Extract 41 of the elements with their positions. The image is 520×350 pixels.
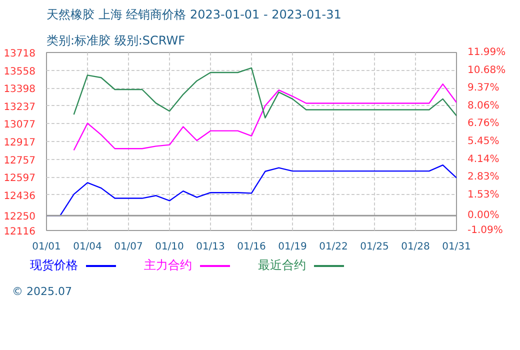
x-tick-label: 01/31 xyxy=(442,242,471,252)
x-tick-label: 01/07 xyxy=(114,242,143,252)
y2-tick-label: 1.53% xyxy=(468,189,500,200)
y-tick-label: 12597 xyxy=(4,173,36,184)
legend-label: 现货价格 xyxy=(30,258,78,272)
y-tick-label: 12436 xyxy=(4,190,36,202)
chart-title: 天然橡胶 上海 经销商价格 2023-01-01 - 2023-01-31 xyxy=(46,8,342,22)
x-tick-label: 01/16 xyxy=(237,242,266,252)
y2-tick-label: 2.83% xyxy=(468,172,500,183)
y-tick-label: 13398 xyxy=(4,84,36,96)
y2-tick-label: 8.06% xyxy=(468,100,500,112)
line-series xyxy=(73,83,456,151)
legend-label: 主力合约 xyxy=(144,258,192,272)
y2-tick-label: 11.99% xyxy=(468,47,506,58)
x-tick-label: 01/28 xyxy=(401,242,430,252)
y2-tick-label: -1.09% xyxy=(468,225,503,236)
x-tick-label: 01/19 xyxy=(278,242,307,252)
y2-tick-label: 5.45% xyxy=(468,136,500,147)
x-tick-label: 01/10 xyxy=(155,242,184,252)
y-tick-label: 13718 xyxy=(4,48,36,60)
y-tick-label: 13237 xyxy=(4,102,36,113)
chart-subtitle: 类别:标准胶 级别:SCRWF xyxy=(46,34,186,48)
x-tick-label: 01/22 xyxy=(319,242,348,252)
y2-tick-label: 0.00% xyxy=(468,210,500,222)
y2-tick-label: 9.37% xyxy=(468,82,500,94)
y-tick-label: 12116 xyxy=(4,226,36,238)
text: © 2025.07 xyxy=(12,284,72,300)
x-tick-label: 01/01 xyxy=(32,242,61,252)
y-tick-label: 13558 xyxy=(4,66,36,78)
line-series xyxy=(73,67,456,118)
x-tick-label: 01/13 xyxy=(196,242,225,252)
y2-tick-label: 4.14% xyxy=(468,154,500,165)
y-tick-label: 12757 xyxy=(4,155,36,166)
y-tick-label: 13077 xyxy=(4,120,36,131)
x-tick-label: 01/04 xyxy=(73,242,102,252)
y2-tick-label: 6.76% xyxy=(468,118,500,130)
y2-tick-label: 10.68% xyxy=(468,64,506,76)
y-tick-label: 12917 xyxy=(4,138,36,148)
x-tick-label: 01/25 xyxy=(360,242,389,252)
y-tick-label: 12250 xyxy=(4,212,36,223)
legend-label: 最近合约 xyxy=(258,258,306,272)
